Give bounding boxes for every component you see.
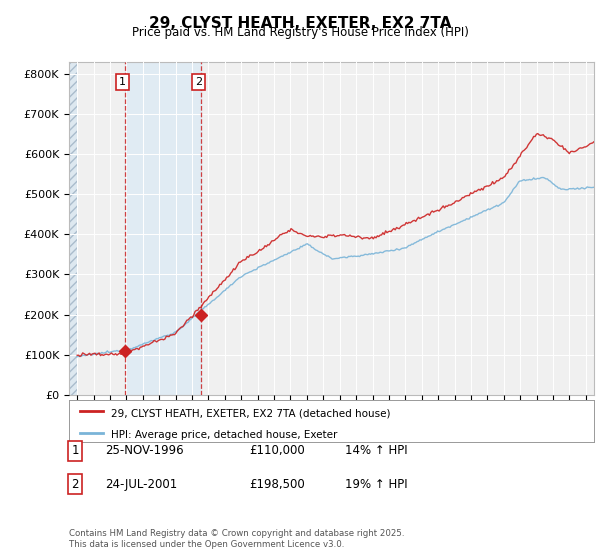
Bar [125, 62, 201, 395]
Text: 2: 2 [71, 478, 79, 491]
Text: £110,000: £110,000 [249, 444, 305, 458]
Text: £198,500: £198,500 [249, 478, 305, 491]
Text: 24-JUL-2001: 24-JUL-2001 [105, 478, 177, 491]
Text: Price paid vs. HM Land Registry's House Price Index (HPI): Price paid vs. HM Land Registry's House … [131, 26, 469, 39]
Text: 1: 1 [71, 444, 79, 458]
Text: 14% ↑ HPI: 14% ↑ HPI [345, 444, 407, 458]
Text: 29, CLYST HEATH, EXETER, EX2 7TA (detached house): 29, CLYST HEATH, EXETER, EX2 7TA (detach… [111, 408, 391, 418]
Text: 29, CLYST HEATH, EXETER, EX2 7TA: 29, CLYST HEATH, EXETER, EX2 7TA [149, 16, 451, 31]
Text: 19% ↑ HPI: 19% ↑ HPI [345, 478, 407, 491]
Text: 2: 2 [195, 77, 202, 87]
Text: 1: 1 [119, 77, 126, 87]
Text: HPI: Average price, detached house, Exeter: HPI: Average price, detached house, Exet… [111, 430, 337, 440]
Text: Contains HM Land Registry data © Crown copyright and database right 2025.
This d: Contains HM Land Registry data © Crown c… [69, 529, 404, 549]
Text: 25-NOV-1996: 25-NOV-1996 [105, 444, 184, 458]
Bar [69, 62, 77, 395]
